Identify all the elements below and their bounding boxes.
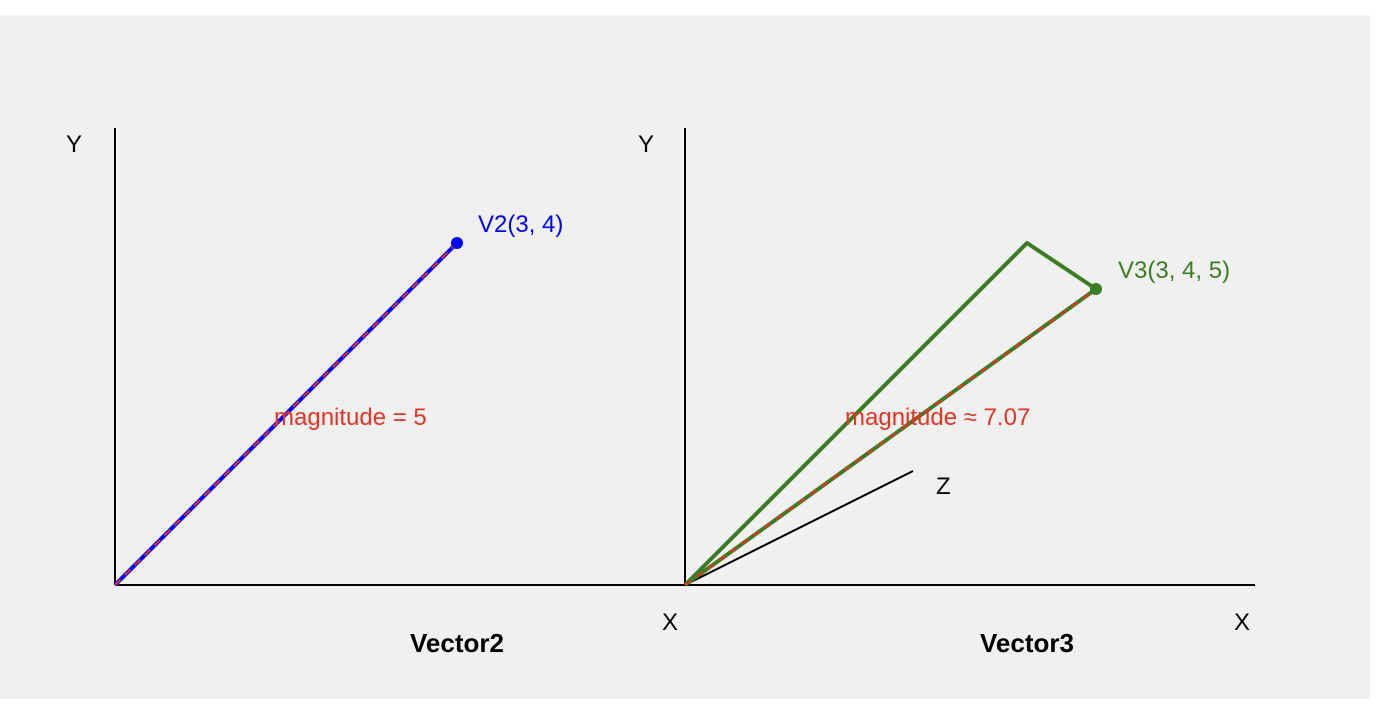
vector2-magnitude-label: magnitude = 5 bbox=[274, 404, 427, 431]
vector3-magnitude-label: magnitude ≈ 7.07 bbox=[845, 404, 1030, 431]
vector2-endpoint bbox=[451, 237, 463, 249]
vector3-magnitude-line bbox=[684, 288, 1097, 586]
vector3-projection-path bbox=[683, 241, 1098, 587]
vector3-title: Vector3 bbox=[980, 628, 1074, 658]
vector2-title: Vector2 bbox=[410, 628, 504, 658]
vector3-z-axis bbox=[684, 470, 914, 586]
vector2-y-axis-label: Y bbox=[66, 131, 82, 158]
vector3-y-axis-label: Y bbox=[638, 131, 654, 158]
vector2-panel: Y V2(3, 4) magnitude = 5 Vector2 bbox=[66, 128, 685, 658]
vector2-magnitude-line bbox=[114, 242, 458, 586]
vector2-label: V2(3, 4) bbox=[478, 211, 563, 238]
shared-x-axis-label: X bbox=[662, 609, 678, 636]
vector3-z-axis-label: Z bbox=[936, 473, 951, 500]
vector3-label: V3(3, 4, 5) bbox=[1118, 257, 1230, 284]
vector3-x-axis-label: X bbox=[1234, 609, 1250, 636]
vector3-endpoint bbox=[1090, 283, 1102, 295]
vector3-panel: X Y X Z V3(3, 4, 5) magnitude ≈ 7.07 Vec… bbox=[638, 128, 1255, 658]
